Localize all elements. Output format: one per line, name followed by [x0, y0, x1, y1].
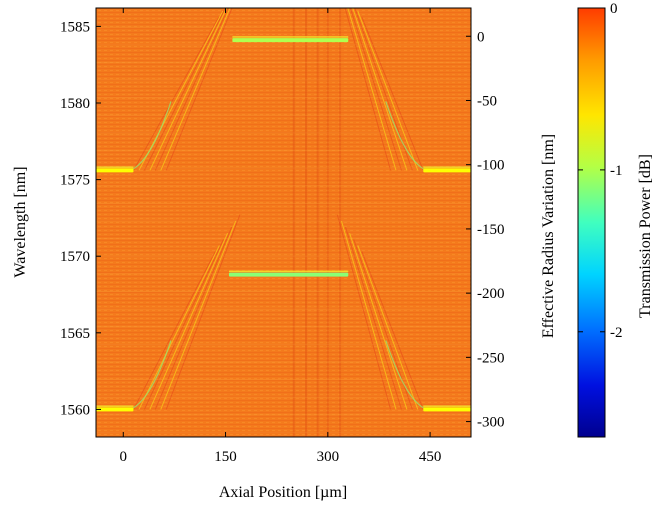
resonance-fan-line [357, 245, 419, 410]
y-tick-label: 1565 [60, 326, 90, 342]
resonance-fan-line [149, 8, 228, 171]
resonance-fan-line [165, 214, 241, 410]
resonance-fan-line [160, 8, 231, 171]
colorbar [577, 7, 606, 438]
resonance-fan-line [344, 8, 392, 171]
resonance-fan-line [336, 214, 392, 410]
x-axis-title: Axial Position [µm] [219, 484, 347, 501]
y2-tick-label: 0 [477, 29, 485, 45]
resonance-fan-line [352, 8, 408, 171]
y-tick-label: 1570 [60, 249, 90, 265]
resonance-fan-line [347, 8, 397, 171]
colorbar-ticks: 0 -1 -2 [578, 1, 623, 341]
axes-layer: 0 150 300 450 1560 1565 1570 1575 1580 1585 0 -50 -1… [60, 8, 505, 465]
resonance-fan-line [143, 8, 226, 171]
y2-axis-title: Effective Radius Variation [nm] [540, 134, 557, 338]
resonance-fan-line [361, 17, 424, 171]
resonance-fan-line [357, 10, 419, 171]
resonance-feature-edge [96, 166, 134, 168]
resonance-fan-line [133, 251, 216, 410]
x-tick-label: 300 [317, 449, 340, 465]
resonance-feature [96, 407, 134, 412]
x-tick-label: 0 [120, 449, 128, 465]
y2-tick-label: -50 [477, 93, 497, 109]
colorbar-tick-label: 0 [610, 1, 618, 17]
resonance-fan-line [149, 233, 229, 410]
resonance-fan-line [345, 226, 402, 410]
colorbar-title: Transmission Power [dB] [637, 154, 654, 318]
resonance-fan-line [138, 245, 220, 410]
resonance-feature-edge [228, 270, 349, 273]
y2-tick-label: -300 [477, 415, 505, 431]
resonance-fan-line [349, 233, 408, 410]
resonance-feature-edge [96, 405, 134, 407]
y2-tick-label: -100 [477, 158, 505, 174]
resonance-fan-line [165, 8, 233, 171]
resonance-fan-line [138, 10, 224, 171]
resonance-fan-line [361, 251, 424, 410]
resonance-feature [96, 168, 134, 173]
resonance-feature [423, 407, 471, 412]
resonance-feature [232, 38, 349, 43]
resonance-fan-line [340, 220, 397, 410]
resonance-fan-line [154, 226, 233, 410]
y2-tick-label: -250 [477, 350, 505, 366]
x-tick-label: 150 [214, 449, 237, 465]
y-tick-label: 1560 [60, 402, 90, 418]
y2-tick-label: -200 [477, 286, 505, 302]
colorbar-tick-label: -1 [610, 163, 623, 179]
resonance-fan-line [160, 220, 237, 410]
resonance-fan-line [133, 16, 220, 171]
resonance-feature [423, 168, 471, 173]
resonance-feature-edge [232, 36, 349, 38]
resonance-fan-line [154, 8, 229, 171]
y-tick-label: 1580 [60, 96, 90, 112]
x-tick-label: 450 [419, 449, 442, 465]
plot-background [96, 8, 471, 437]
y2-tick-label: -150 [477, 222, 505, 238]
plot-frame [95, 7, 472, 438]
resonance-feature [228, 272, 349, 277]
resonance-fan-line [143, 239, 224, 410]
resonance-feature-edge [423, 166, 471, 168]
colorbar-tick-label: -2 [610, 325, 623, 341]
y-tick-label: 1575 [60, 173, 90, 189]
y-axis-title: Wavelength [nm] [12, 166, 29, 277]
y-tick-label: 1585 [60, 19, 90, 35]
resonance-feature-edge [423, 405, 471, 407]
heatmap-layer [96, 8, 471, 437]
resonance-fan-line [349, 8, 402, 171]
